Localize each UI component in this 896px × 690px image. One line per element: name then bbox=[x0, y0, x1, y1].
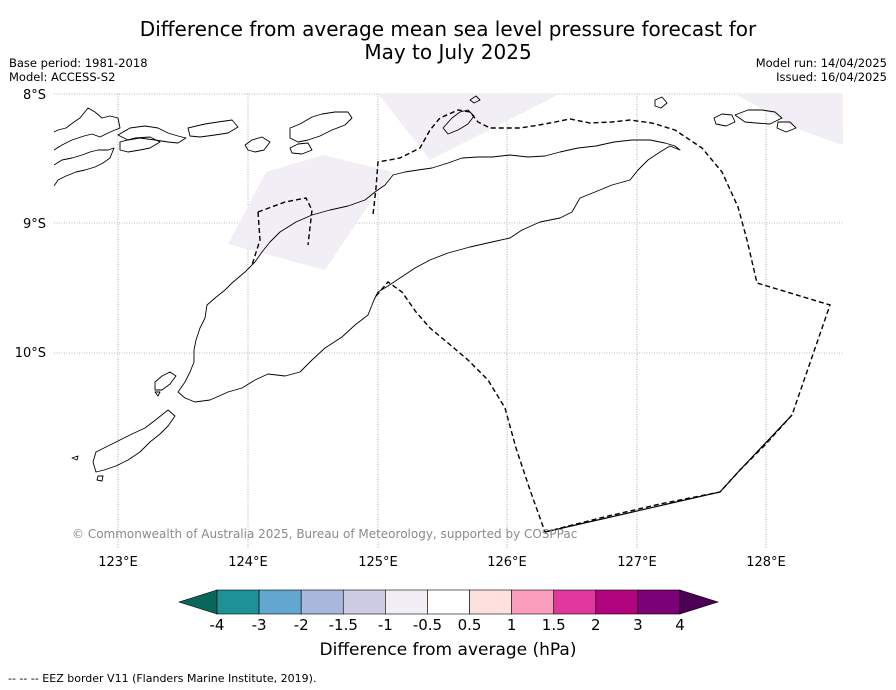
colorbar-tick-label: -3 bbox=[252, 616, 267, 634]
lat-label-8s: 8°S bbox=[23, 88, 46, 103]
colorbar-swatch bbox=[258, 589, 302, 615]
lembata-coast bbox=[117, 125, 187, 144]
colorbar-tick-label: 2 bbox=[591, 616, 601, 634]
babar-2-coast bbox=[776, 121, 797, 133]
colorbar-tick-label: -2 bbox=[294, 616, 309, 634]
colorbar-tick-label: -1 bbox=[378, 616, 393, 634]
colorbar-swatch bbox=[595, 589, 639, 615]
colorbar bbox=[178, 589, 719, 615]
colorbar-tick-label: 4 bbox=[675, 616, 685, 634]
colorbar-extend-low bbox=[178, 589, 218, 615]
colorbar-swatch bbox=[216, 589, 260, 615]
romang-coast bbox=[654, 96, 668, 109]
colorbar-ticks: -4 -3 -2 -1.5 -1 -0.5 0.5 1 1.5 2 3 4 bbox=[210, 616, 685, 634]
sumba-coast bbox=[92, 409, 176, 473]
lat-label-9s: 9°S bbox=[23, 217, 46, 232]
flores-coast bbox=[54, 107, 121, 151]
timor-coast bbox=[177, 139, 681, 403]
colorbar-tick-label: 1 bbox=[507, 616, 517, 634]
colorbar-swatch bbox=[469, 589, 512, 615]
colorbar-swatch bbox=[300, 589, 344, 615]
lon-label-128e: 128°E bbox=[746, 555, 786, 570]
title-line-1: Difference from average mean sea level p… bbox=[139, 17, 757, 41]
meta-right: Model run: 14/04/2025 Issued: 16/04/2025 bbox=[756, 56, 887, 84]
pantar-coast bbox=[244, 136, 271, 153]
colorbar-swatch bbox=[637, 589, 681, 615]
colorbar-tick-label: 0.5 bbox=[458, 616, 482, 634]
lon-label-125e: 125°E bbox=[358, 555, 398, 570]
north-islet-coast bbox=[469, 95, 481, 104]
colorbar-swatch bbox=[553, 589, 597, 615]
colorbar-extend-high bbox=[679, 589, 719, 615]
model-run: Model run: 14/04/2025 bbox=[755, 56, 887, 70]
copyright-notice: © Commonwealth of Australia 2025, Bureau… bbox=[72, 527, 577, 541]
alor-2-coast bbox=[289, 142, 313, 155]
coastlines bbox=[54, 95, 797, 482]
colorbar-tick-label: -0.5 bbox=[413, 616, 442, 634]
colorbar-tick-label: 3 bbox=[633, 616, 643, 634]
model-name: Model: ACCESS-S2 bbox=[9, 70, 116, 84]
sumba-3-coast bbox=[96, 475, 104, 482]
lon-label-126e: 126°E bbox=[487, 555, 527, 570]
eez-footnote: -- -- -- EEZ border V11 (Flanders Marine… bbox=[8, 672, 317, 685]
issued-date: Issued: 16/04/2025 bbox=[776, 70, 887, 84]
chart-title: Difference from average mean sea level p… bbox=[0, 18, 896, 64]
eez-border bbox=[251, 109, 831, 533]
lon-label-127e: 127°E bbox=[617, 555, 657, 570]
sumba-2-coast bbox=[71, 455, 79, 461]
colorbar-tick-label: -4 bbox=[210, 616, 225, 634]
anomaly-shading bbox=[228, 94, 843, 270]
alor-coast bbox=[289, 111, 353, 143]
shade-region-north bbox=[378, 94, 560, 160]
lembata-2-coast bbox=[187, 119, 239, 138]
lon-label-123e: 123°E bbox=[98, 555, 138, 570]
colorbar-swatch bbox=[385, 589, 428, 615]
colorbar-swatch bbox=[427, 589, 470, 615]
colorbar-swatch bbox=[511, 589, 555, 615]
shade-region-east bbox=[735, 94, 843, 145]
babar-coast bbox=[734, 109, 783, 125]
base-period: Base period: 1981-2018 bbox=[9, 56, 148, 70]
flores-coast-2 bbox=[54, 147, 115, 187]
damar-coast bbox=[713, 113, 736, 127]
colorbar-swatch bbox=[342, 589, 386, 615]
sawu-coast bbox=[154, 391, 161, 397]
colorbar-tick-label: 1.5 bbox=[542, 616, 566, 634]
map-gridlines bbox=[54, 93, 843, 549]
colorbar-tick-label: -1.5 bbox=[329, 616, 358, 634]
title-line-2: May to July 2025 bbox=[364, 40, 532, 64]
lat-label-10s: 10°S bbox=[15, 346, 46, 361]
rote-coast bbox=[154, 371, 177, 391]
meta-left: Base period: 1981-2018 Model: ACCESS-S2 bbox=[9, 56, 148, 84]
eez-border-solid bbox=[544, 414, 793, 533]
lon-label-124e: 124°E bbox=[228, 555, 268, 570]
shade-region-west bbox=[228, 155, 393, 270]
colorbar-title: Difference from average (hPa) bbox=[319, 640, 577, 660]
